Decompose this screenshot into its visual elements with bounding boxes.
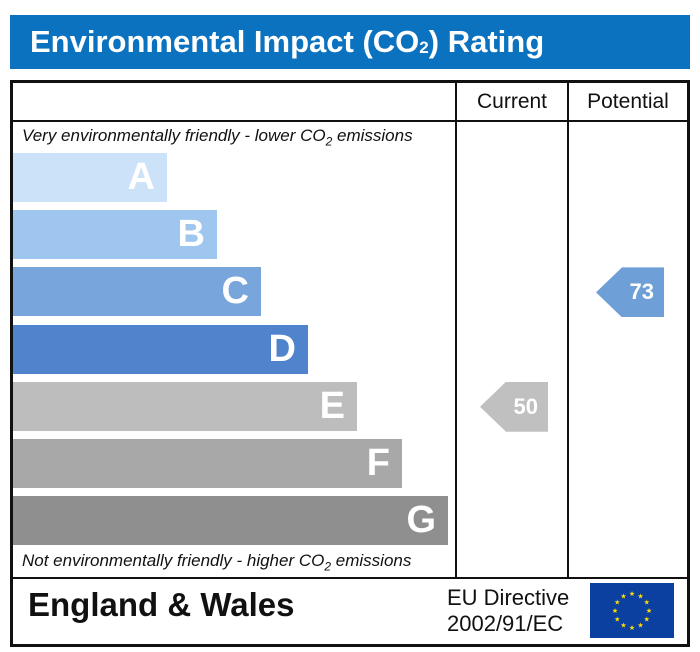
title-text: Environmental Impact (CO [30,24,420,59]
note-sub: 2 [324,559,332,574]
note-text: Not environmentally friendly - higher CO [22,551,325,570]
divider [455,80,457,578]
divider [10,577,690,579]
region-label: England & Wales [28,586,295,623]
star-icon: ★ [644,599,650,607]
star-icon: ★ [646,607,652,615]
star-icon: ★ [644,616,650,624]
star-icon: ★ [620,622,626,630]
column-header-current: Current [476,90,548,113]
band-d: D [13,324,308,374]
top-note: Very environmentally friendly - lower CO… [22,126,413,148]
band-f: F [13,439,402,488]
chart-title: Environmental Impact (CO2) Rating [10,15,690,69]
title-subscript: 2 [419,38,429,57]
note-sub: 2 [325,134,333,149]
star-icon: ★ [637,592,643,600]
star-icon: ★ [620,592,626,600]
note-text: Very environmentally friendly - lower CO [22,126,326,145]
band-e: E [13,381,357,431]
divider [567,80,569,578]
note-text: emissions [331,551,412,570]
band-b: B [13,210,217,260]
column-header-potential: Potential [587,90,669,113]
star-icon: ★ [629,624,635,632]
chart-frame [10,80,690,647]
star-icon: ★ [614,599,620,607]
star-icon: ★ [614,616,620,624]
bottom-note: Not environmentally friendly - higher CO… [22,551,411,573]
star-icon: ★ [612,607,618,615]
note-text: emissions [332,126,413,145]
directive-line: EU Directive [447,585,570,610]
band-c: C [13,267,261,317]
title-text-end: ) Rating [428,24,545,59]
star-icon: ★ [629,590,635,598]
directive-line: 2002/91/EC [447,611,564,636]
divider [10,120,690,122]
eu-flag-icon: ★★★★★★★★★ ★ ★★ [590,583,674,638]
eu-directive: EU Directive 2002/91/EC [447,585,569,637]
band-g: G [13,496,448,546]
star-icon: ★ [637,622,643,630]
band-a: A [13,153,167,202]
